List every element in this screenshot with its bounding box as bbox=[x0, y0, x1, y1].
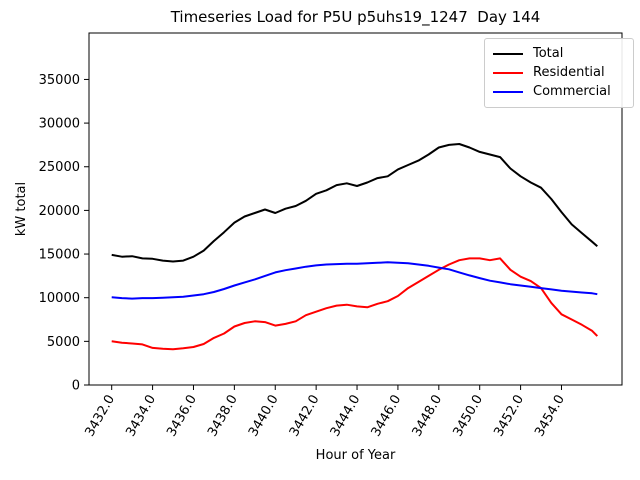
legend: Total Residential Commercial bbox=[484, 38, 634, 108]
y-tick-label: 30000 bbox=[39, 117, 80, 132]
series-line-residential bbox=[111, 257, 599, 351]
chart-title: Timeseries Load for P5U p5uhs19_1247 Day… bbox=[170, 8, 541, 26]
y-tick-label: 0 bbox=[72, 379, 80, 394]
x-tick-label: 3438.0 bbox=[205, 393, 241, 440]
legend-item-total: Total bbox=[493, 45, 625, 63]
commercial-line-swatch bbox=[493, 91, 523, 93]
legend-label-residential: Residential bbox=[533, 65, 605, 80]
y-tick-label: 35000 bbox=[39, 73, 80, 88]
x-tick-label: 3452.0 bbox=[491, 393, 527, 440]
x-tick-label: 3450.0 bbox=[450, 393, 486, 440]
legend-item-residential: Residential bbox=[493, 64, 625, 82]
x-axis-label: Hour of Year bbox=[315, 448, 396, 463]
legend-item-commercial: Commercial bbox=[493, 83, 625, 101]
y-tick-label: 20000 bbox=[39, 204, 80, 219]
x-tick-label: 3440.0 bbox=[246, 393, 282, 440]
legend-label-total: Total bbox=[533, 46, 564, 61]
x-tick-label: 3436.0 bbox=[164, 393, 200, 440]
y-tick-label: 15000 bbox=[39, 248, 80, 263]
x-tick-label: 3444.0 bbox=[328, 393, 364, 440]
x-tick-label: 3434.0 bbox=[123, 393, 159, 440]
x-tick-label: 3448.0 bbox=[410, 393, 446, 440]
y-tick-label: 25000 bbox=[39, 160, 80, 175]
x-tick-label: 3446.0 bbox=[369, 393, 405, 440]
y-tick-label: 5000 bbox=[47, 335, 80, 350]
total-line-swatch bbox=[493, 53, 523, 55]
series-line-total bbox=[111, 143, 598, 263]
x-tick-label: 3442.0 bbox=[287, 393, 323, 440]
y-tick-label: 10000 bbox=[39, 291, 80, 306]
series-line-commercial bbox=[111, 261, 598, 300]
plot-border bbox=[88, 32, 623, 386]
x-tick-label: 3432.0 bbox=[82, 393, 118, 440]
residential-line-swatch bbox=[493, 72, 523, 74]
x-tick-label: 3454.0 bbox=[532, 393, 568, 440]
legend-label-commercial: Commercial bbox=[533, 84, 611, 99]
